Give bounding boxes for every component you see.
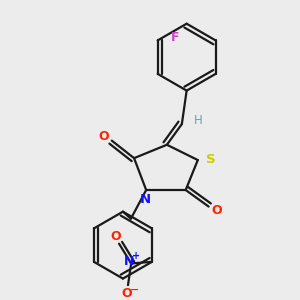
Text: N: N	[123, 255, 134, 268]
Text: F: F	[171, 31, 179, 44]
Text: O: O	[98, 130, 109, 143]
Text: S: S	[206, 153, 215, 166]
Text: +: +	[132, 251, 140, 261]
Text: H: H	[194, 114, 203, 128]
Text: O: O	[111, 230, 121, 243]
Text: O: O	[121, 286, 132, 300]
Text: −: −	[130, 285, 139, 295]
Text: N: N	[140, 193, 151, 206]
Text: O: O	[211, 204, 222, 217]
